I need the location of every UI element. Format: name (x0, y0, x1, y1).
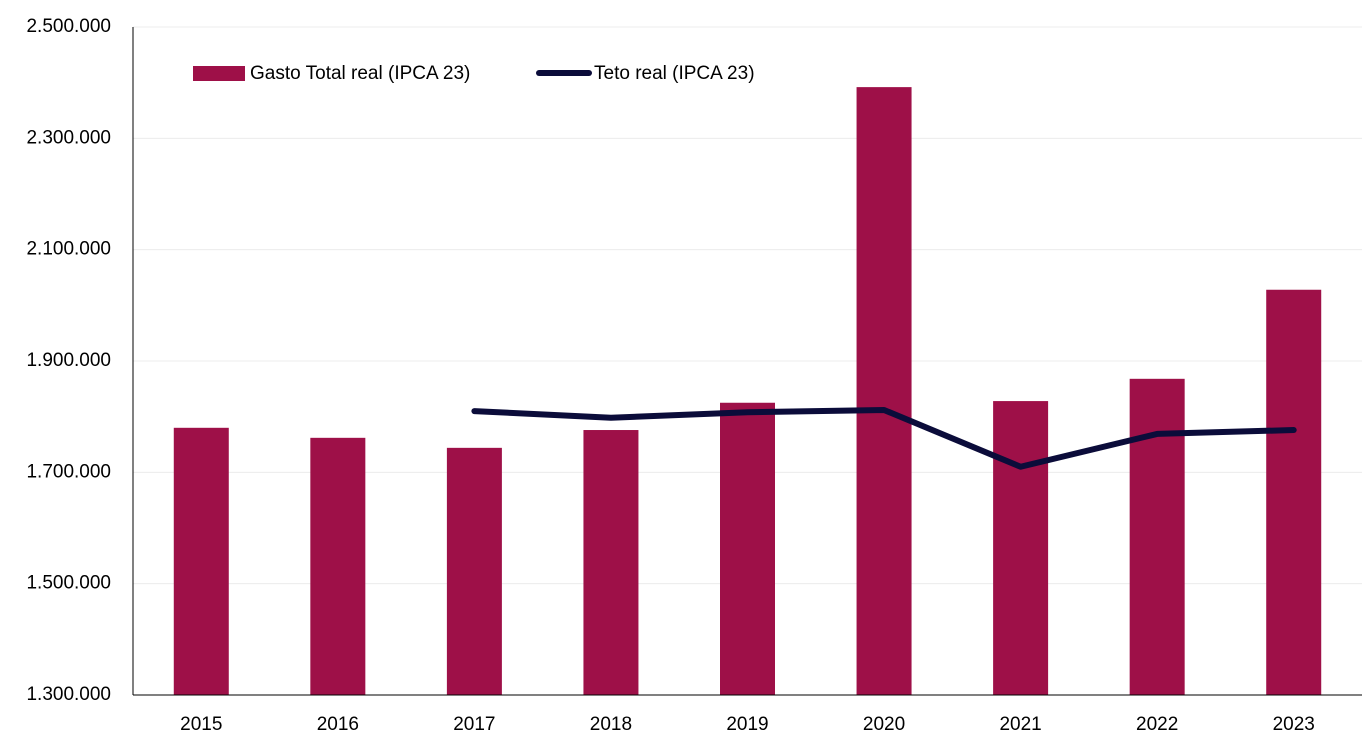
line (471, 406, 1297, 470)
bar (993, 401, 1049, 695)
x-tick-label: 2018 (590, 714, 632, 735)
y-tick-label: 1.900.000 (26, 350, 111, 371)
x-tick-label: 2022 (1136, 714, 1178, 735)
bar (856, 87, 912, 696)
x-tick-label: 2019 (726, 714, 768, 735)
y-tick-label: 2.100.000 (26, 239, 111, 260)
bar (173, 427, 229, 695)
y-tick-label: 2.300.000 (26, 127, 111, 148)
bar (583, 430, 639, 695)
bar (1129, 378, 1185, 695)
bar (446, 447, 502, 695)
x-tick-label: 2015 (180, 714, 222, 735)
bar (310, 437, 366, 695)
x-tick-label: 2016 (317, 714, 359, 735)
x-tick-label: 2017 (453, 714, 495, 735)
legend-swatch (193, 66, 245, 81)
x-tick-label: 2023 (1273, 714, 1315, 735)
y-tick-label: 1.500.000 (26, 573, 111, 594)
y-tick-label: 1.700.000 (26, 461, 111, 482)
x-tick-label: 2020 (863, 714, 905, 735)
legend-label: Teto real (IPCA 23) (594, 63, 755, 84)
y-tick-label: 1.300.000 (26, 684, 111, 705)
bar (720, 402, 775, 695)
y-tick-label: 2.500.000 (26, 16, 111, 37)
legend-label: Gasto Total real (IPCA 23) (250, 63, 470, 84)
x-tick-label: 2021 (999, 714, 1041, 735)
bar (1266, 289, 1322, 695)
